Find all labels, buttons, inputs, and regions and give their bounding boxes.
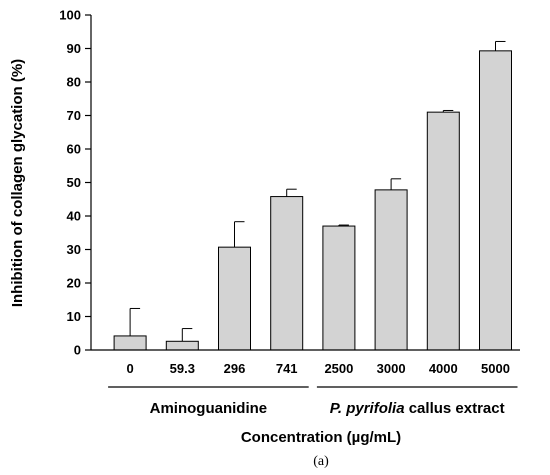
y-tick-label: 10 [67,309,81,324]
figure-caption: (a) [313,454,329,469]
x-tick-label: 59.3 [170,361,195,376]
x-tick-label: 0 [126,361,133,376]
x-tick-label: 2500 [324,361,353,376]
y-tick-label: 70 [67,108,81,123]
y-tick-label: 80 [67,75,81,90]
bar [165,340,199,351]
bar [426,111,460,351]
bar [218,246,251,351]
x-tick-label: 4000 [429,361,458,376]
group-label-text: callus extract [405,400,505,417]
group-label-text: Aminoguanidine [150,400,268,417]
y-tick-label: 60 [67,142,81,157]
y-axis-title: Inhibition of collagen glycation (%) [9,59,26,307]
y-tick-label: 90 [67,41,81,56]
y-axis: 0 10 20 30 40 50 60 70 80 90 100 [59,8,92,358]
y-tick-label: 50 [67,175,81,190]
group-label: P. pyrifolia callus extract [330,400,505,417]
x-axis-title: Concentration (µg/mL) [241,429,401,446]
y-tick-label: 40 [67,209,81,224]
y-tick-label: 20 [67,276,81,291]
bar [270,196,304,351]
x-tick-label: 296 [224,361,246,376]
y-tick-label: 100 [59,8,81,23]
y-tick-label: 30 [67,242,81,257]
group-labels: Aminoguanidine P. pyrifolia callus extrac… [108,386,518,417]
y-tick-label: 0 [74,343,81,358]
group-label-italic: P. pyrifolia [330,400,405,417]
x-tick-label: 741 [276,361,298,376]
x-tick-label: 5000 [481,361,510,376]
bar [479,50,512,351]
error-bars [129,40,506,342]
bar [374,189,408,351]
group-label: Aminoguanidine [150,400,268,417]
x-axis: 0 59.3 296 741 2500 3000 4000 5000 [91,349,520,376]
bar [113,335,147,351]
x-tick-label: 3000 [377,361,406,376]
bars [113,50,512,351]
bar [322,225,356,351]
